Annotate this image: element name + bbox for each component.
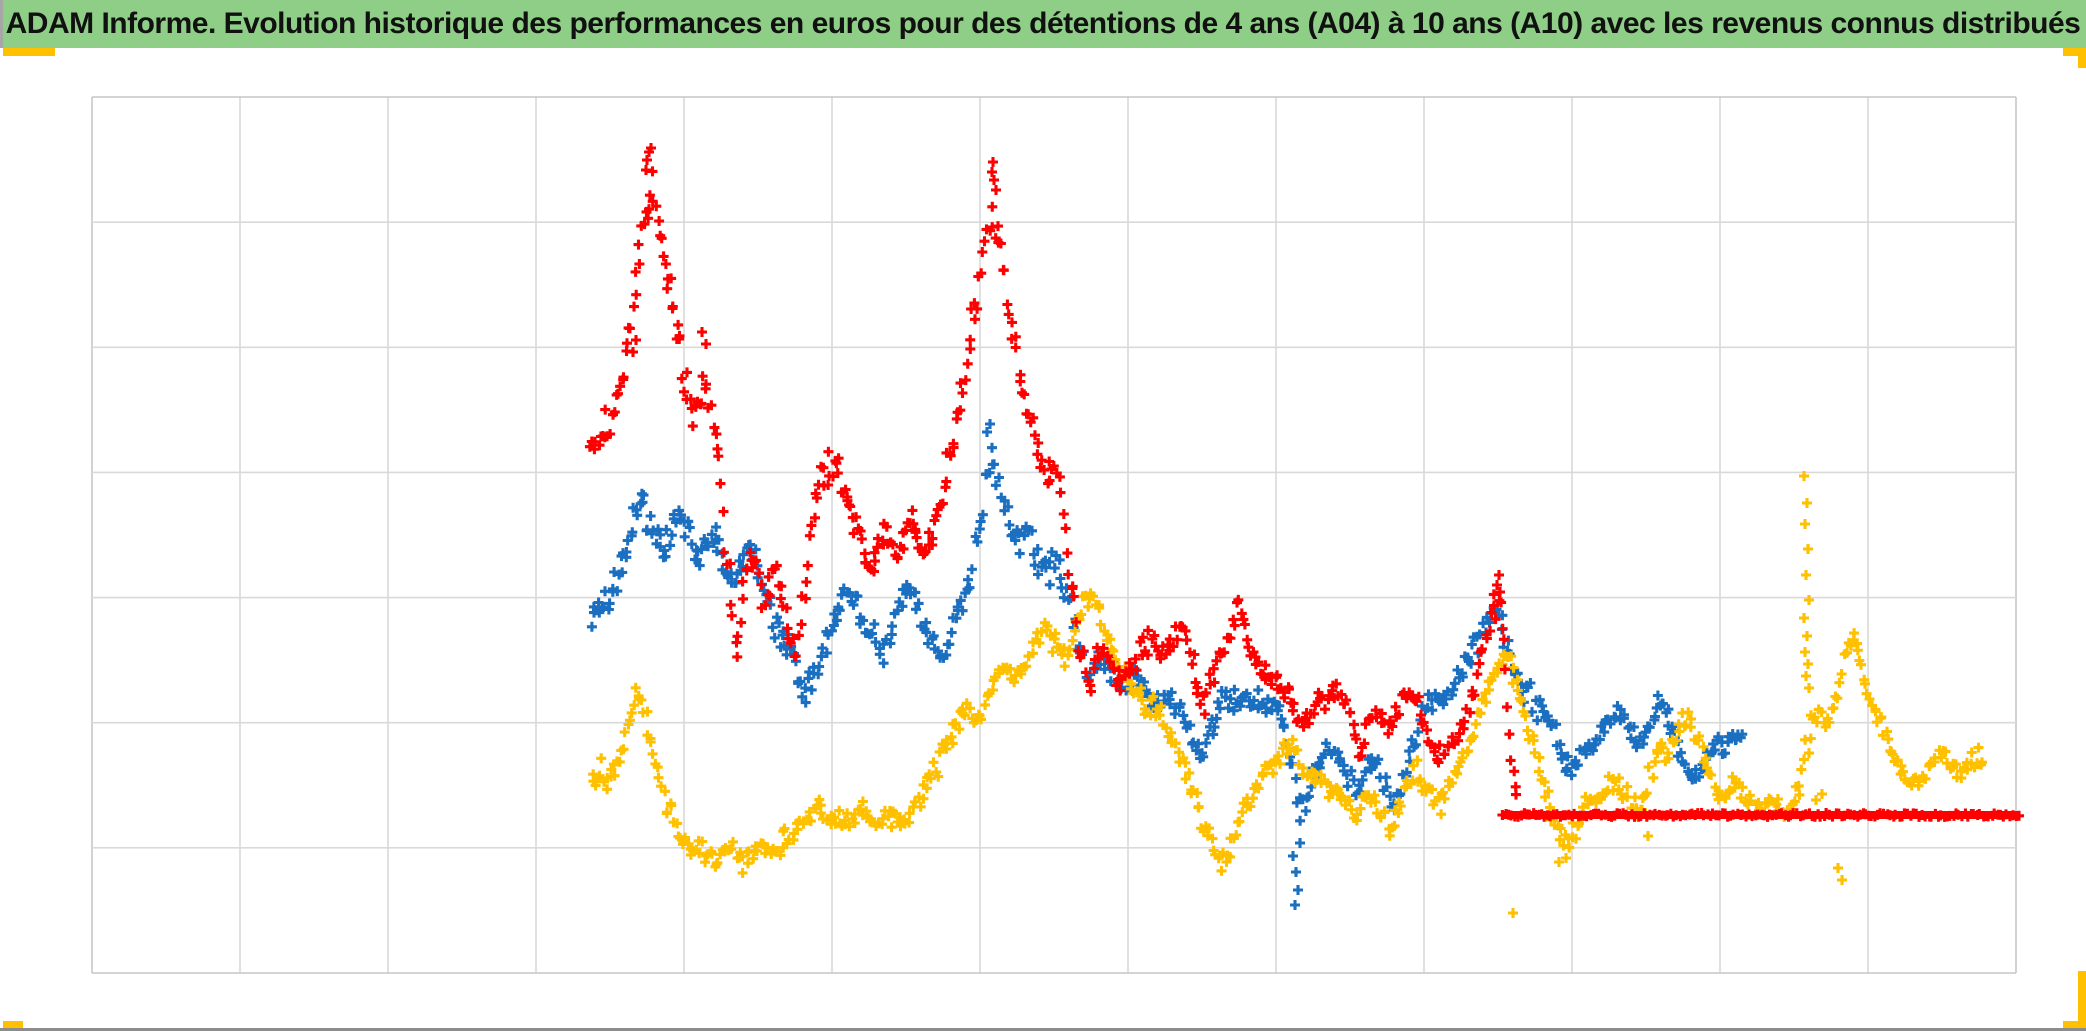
- title-bar: ADAM Informe. Evolution historique des p…: [0, 0, 2086, 48]
- chart-area: [0, 48, 2086, 1031]
- series-yellow-markers: [588, 471, 1987, 918]
- selection-handle-top-right-horizontal[interactable]: [2063, 48, 2086, 56]
- scatter-chart-svg: [91, 96, 2024, 974]
- selection-handle-bottom-right-vertical[interactable]: [2078, 971, 2086, 1029]
- selection-handle-top-right-vertical[interactable]: [2078, 48, 2086, 68]
- chart-title: ADAM Informe. Evolution historique des p…: [5, 7, 2081, 40]
- selection-handle-top-left[interactable]: [3, 48, 55, 56]
- selection-handle-bottom-right-horizontal[interactable]: [2063, 1021, 2086, 1029]
- bottom-border-rule: [0, 1028, 2086, 1031]
- series-red-markers: [584, 143, 2024, 822]
- selection-handle-bottom-left[interactable]: [3, 1021, 23, 1029]
- left-edge-sliver: [0, 0, 3, 48]
